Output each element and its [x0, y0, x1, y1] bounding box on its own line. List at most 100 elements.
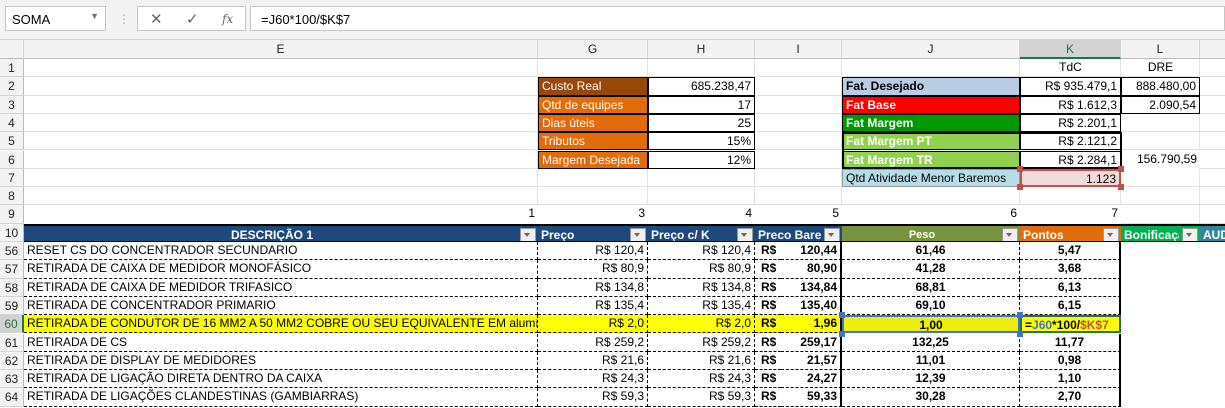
grid-cell[interactable]	[1200, 77, 1225, 96]
grid-cell[interactable]	[648, 187, 755, 206]
pontos-cell[interactable]: 1,10	[1020, 370, 1121, 389]
preco-k-cell[interactable]: R$ 134,8	[648, 278, 755, 297]
preco-cell[interactable]: R$ 2,0	[538, 315, 648, 334]
formula-input[interactable]: =J60*100/$K$7	[250, 6, 1225, 31]
grid-cell[interactable]	[1200, 151, 1225, 169]
preco-baremos-cell[interactable]: 80,90	[781, 260, 842, 279]
preco-k-cell[interactable]: R$ 21,6	[648, 351, 755, 371]
grid-cell[interactable]	[538, 168, 648, 188]
peso-cell[interactable]: 68,81	[842, 278, 1020, 297]
row-header-63[interactable]: 63	[0, 370, 24, 389]
row-header-1[interactable]: 1	[0, 59, 24, 78]
description-cell[interactable]: RETIRADA DE DISPLAY DE MEDIDORES	[24, 351, 538, 371]
peso-cell[interactable]: 61,46	[842, 242, 1020, 261]
grid-cell[interactable]	[24, 132, 538, 151]
column-header-i[interactable]: I	[755, 40, 842, 59]
grid-cell[interactable]	[24, 59, 538, 78]
peso-cell[interactable]: 69,10	[842, 296, 1020, 316]
reference-handle[interactable]	[1118, 165, 1124, 172]
param-value[interactable]: 12%	[648, 150, 755, 169]
preco-baremos-cell[interactable]: 259,17	[781, 333, 842, 352]
grid-cell[interactable]	[24, 95, 538, 114]
grid-cell[interactable]	[538, 187, 648, 206]
column-header-e[interactable]: E	[24, 40, 538, 59]
grid-cell[interactable]	[1121, 187, 1200, 206]
row-header-8[interactable]: 8	[0, 187, 24, 206]
name-box[interactable]: SOMA ▼	[5, 6, 106, 31]
row-header-5[interactable]: 5	[0, 132, 24, 151]
row-header-59[interactable]: 59	[0, 296, 24, 316]
description-cell[interactable]: RESET CS DO CONCENTRADOR SECUNDARIO	[24, 242, 538, 261]
preco-k-cell[interactable]: R$ 259,2	[648, 333, 755, 352]
filter-dropdown-icon[interactable]	[520, 227, 536, 241]
grid-cell[interactable]	[1200, 114, 1225, 133]
grid-cell[interactable]	[538, 59, 648, 78]
table-header-peso[interactable]: Peso	[842, 223, 1020, 242]
peso-cell[interactable]: 11,01	[842, 351, 1020, 371]
row-header-9[interactable]: 9	[0, 205, 24, 224]
description-cell[interactable]: RETIRADA DE LIGAÇÃO DIRETA DENTRO DA CAI…	[24, 370, 538, 389]
filter-dropdown-icon[interactable]	[824, 227, 840, 241]
table-header-aud[interactable]: AUD	[1200, 223, 1225, 242]
grid-cell[interactable]	[1200, 59, 1225, 78]
reference-handle[interactable]	[1017, 184, 1023, 191]
pontos-cell[interactable]: 11,77	[1020, 333, 1121, 352]
fat-tdc-value[interactable]: R$ 935.479,1	[1020, 77, 1121, 96]
preco-cell[interactable]: R$ 24,3	[538, 370, 648, 389]
grid-cell[interactable]	[24, 150, 538, 169]
grid-cell[interactable]	[842, 187, 1020, 206]
select-all-corner[interactable]	[0, 40, 24, 59]
param-label[interactable]: Tributos	[538, 132, 648, 151]
fat-tdc-value[interactable]: R$ 1.612,3	[1020, 95, 1121, 114]
grid-cell[interactable]	[1121, 205, 1200, 224]
column-header-g[interactable]: G	[538, 40, 648, 59]
fat-dre-value[interactable]: 888.480,00	[1121, 77, 1200, 96]
selection-handle[interactable]	[1017, 312, 1023, 319]
peso-cell[interactable]: 12,39	[842, 370, 1020, 389]
cancel-icon[interactable]: ✕	[150, 11, 163, 28]
pontos-cell[interactable]: 0,98	[1020, 351, 1121, 371]
grid-cell[interactable]	[1020, 59, 1121, 78]
table-header-descri-o-1[interactable]: DESCRIÇÃO 1	[24, 223, 538, 242]
fat-tdc-value[interactable]: R$ 2.201,1	[1020, 113, 1121, 133]
preco-cell[interactable]: R$ 259,2	[538, 333, 648, 352]
table-header-pontos[interactable]: Pontos	[1020, 223, 1121, 242]
row-header-56[interactable]: 56	[0, 242, 24, 261]
column-header-j[interactable]: J	[842, 40, 1020, 59]
description-cell[interactable]: RETIRADA DE CONCENTRADOR PRIMARIO	[24, 296, 538, 316]
preco-baremos-cell[interactable]: 120,44	[781, 242, 842, 261]
grid-cell[interactable]	[24, 113, 538, 133]
pontos-cell[interactable]: 2,70	[1020, 388, 1121, 407]
param-value[interactable]: 15%	[648, 132, 755, 151]
selection-handle[interactable]	[1017, 330, 1023, 337]
preco-baremos-cell[interactable]: 21,57	[781, 351, 842, 371]
fat-label[interactable]: Fat. Desejado	[842, 77, 1020, 96]
preco-baremos-cell[interactable]: 134,84	[781, 278, 842, 297]
reference-handle[interactable]	[1017, 165, 1023, 172]
selection-handle[interactable]	[839, 312, 845, 319]
selection-handle[interactable]	[839, 330, 845, 337]
fat-dre-value[interactable]: 156.790,59	[1121, 150, 1200, 169]
grid-cell[interactable]	[755, 95, 842, 114]
dre-header[interactable]: DRE	[1147, 60, 1174, 74]
fat-label[interactable]: Fat Margem PT	[842, 132, 1020, 151]
description-cell[interactable]: RETIRADA DE CONDUTOR DE 16 MM2 A 50 MM2 …	[24, 315, 538, 334]
fat-label[interactable]: Qtd Atividade Menor Baremos	[842, 168, 1020, 188]
insert-function-icon[interactable]: fx	[222, 12, 234, 26]
grid-cell[interactable]	[1121, 59, 1200, 78]
grid-cell[interactable]	[1200, 205, 1225, 224]
pontos-cell[interactable]: 6,15	[1020, 296, 1121, 316]
row-header-3[interactable]: 3	[0, 95, 24, 114]
fat-tdc-value[interactable]: R$ 2.121,2	[1020, 132, 1121, 151]
param-label[interactable]: Dias úteis	[538, 113, 648, 133]
filter-dropdown-icon[interactable]	[737, 227, 753, 241]
param-value[interactable]: 685.238,47	[648, 77, 755, 96]
pontos-cell-editing[interactable]: =J60*100/$K$7	[1020, 315, 1121, 334]
column-header-k[interactable]: K	[1020, 40, 1121, 59]
preco-cell[interactable]: R$ 120,4	[538, 242, 648, 261]
fat-tdc-value[interactable]: R$ 2.284,1	[1020, 150, 1121, 169]
preco-cell[interactable]: R$ 59,3	[538, 388, 648, 407]
row-header-58[interactable]: 58	[0, 278, 24, 297]
row-header-6[interactable]: 6	[0, 150, 24, 169]
grid-cell[interactable]	[755, 59, 842, 78]
